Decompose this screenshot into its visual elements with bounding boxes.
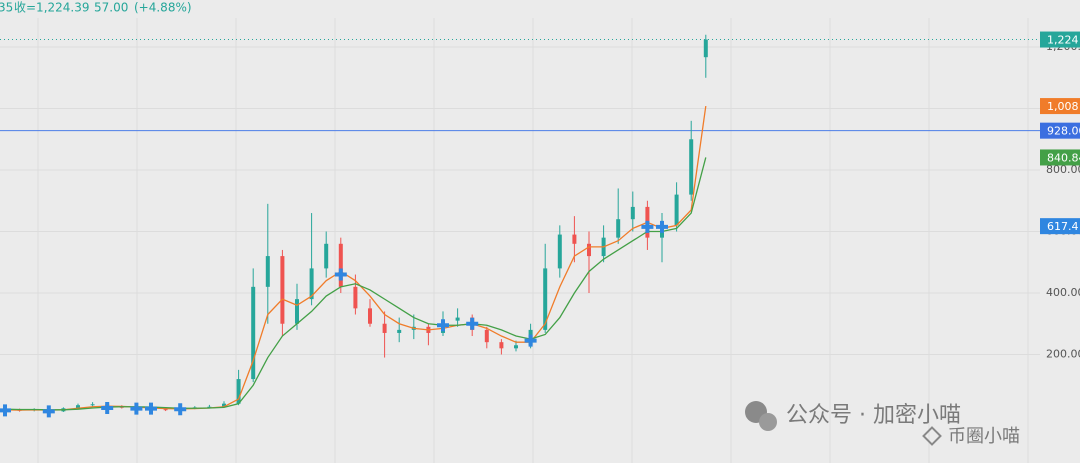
moving-average bbox=[4, 157, 707, 411]
y-tick-label: 400.00 bbox=[1046, 286, 1080, 299]
signal-marker bbox=[130, 402, 143, 415]
price-tag bbox=[1040, 122, 1080, 139]
candle-body bbox=[251, 286, 256, 380]
signal-marker bbox=[466, 317, 479, 330]
price-tag bbox=[1040, 31, 1080, 48]
signal-marker bbox=[334, 268, 347, 281]
signal-marker bbox=[641, 220, 654, 233]
signal-marker bbox=[145, 402, 157, 415]
candle-body bbox=[222, 403, 226, 407]
candle-body bbox=[630, 206, 635, 220]
candle-body bbox=[338, 243, 343, 287]
signal-marker bbox=[42, 405, 55, 418]
candle-body bbox=[90, 404, 95, 406]
header-change-pct: (+4.88%) bbox=[134, 1, 192, 15]
y-tick-label: 800.00 bbox=[1046, 163, 1080, 176]
watermark: 公众号 · 加密小喵 币圈小喵 bbox=[745, 401, 1020, 447]
candle-body bbox=[455, 317, 460, 321]
wm-icon bbox=[759, 413, 777, 431]
signal-marker bbox=[0, 404, 11, 417]
candle-body bbox=[324, 243, 329, 269]
header-prefix: 35 bbox=[0, 1, 13, 15]
price-tag-label: 840.84 bbox=[1047, 151, 1080, 164]
signal-marker bbox=[656, 220, 668, 233]
candle-body bbox=[236, 379, 241, 404]
candle-body bbox=[280, 256, 285, 324]
candle-body bbox=[587, 243, 591, 257]
candle-body bbox=[309, 268, 314, 300]
moving-average bbox=[4, 105, 707, 411]
signal-marker bbox=[437, 319, 449, 332]
candle-body bbox=[543, 268, 548, 330]
candle-body bbox=[163, 409, 168, 411]
signal-marker bbox=[101, 401, 114, 414]
price-tag bbox=[1040, 218, 1080, 235]
candle-body bbox=[557, 234, 562, 269]
price-tag-label: 1,008 bbox=[1047, 100, 1079, 113]
candle-body bbox=[265, 256, 270, 287]
candle-body bbox=[616, 219, 621, 238]
price-tag-label: 617.4 bbox=[1047, 220, 1079, 233]
price-tag bbox=[1040, 149, 1080, 166]
watermark-sub: 币圈小喵 bbox=[948, 426, 1020, 447]
watermark-text: 公众号 · 加密小喵 bbox=[786, 403, 961, 428]
candle-body bbox=[499, 342, 504, 349]
price-tag bbox=[1040, 98, 1080, 115]
candle-body bbox=[572, 234, 577, 244]
candle-body bbox=[674, 194, 679, 226]
signal-marker bbox=[174, 403, 187, 416]
candle-body bbox=[353, 286, 358, 309]
y-tick-label: 200.00 bbox=[1046, 347, 1080, 360]
header-close: 收=1,224.39 bbox=[14, 1, 90, 15]
signal-marker bbox=[524, 334, 537, 347]
candle-body bbox=[689, 139, 694, 195]
wm-diamond bbox=[922, 426, 942, 446]
candle-body bbox=[76, 405, 80, 409]
price-tag-label: 1,224 bbox=[1047, 34, 1079, 47]
header-change: 57.00 bbox=[94, 1, 128, 15]
candle-body bbox=[484, 329, 489, 343]
candle-body bbox=[295, 299, 299, 324]
candle-body bbox=[397, 329, 402, 333]
candle-body bbox=[514, 345, 518, 349]
candle-body bbox=[382, 323, 387, 333]
candle-body bbox=[368, 308, 372, 324]
candle-body bbox=[703, 39, 708, 58]
price-tag-label: 928.00 bbox=[1047, 125, 1080, 138]
candle-body bbox=[207, 406, 212, 408]
